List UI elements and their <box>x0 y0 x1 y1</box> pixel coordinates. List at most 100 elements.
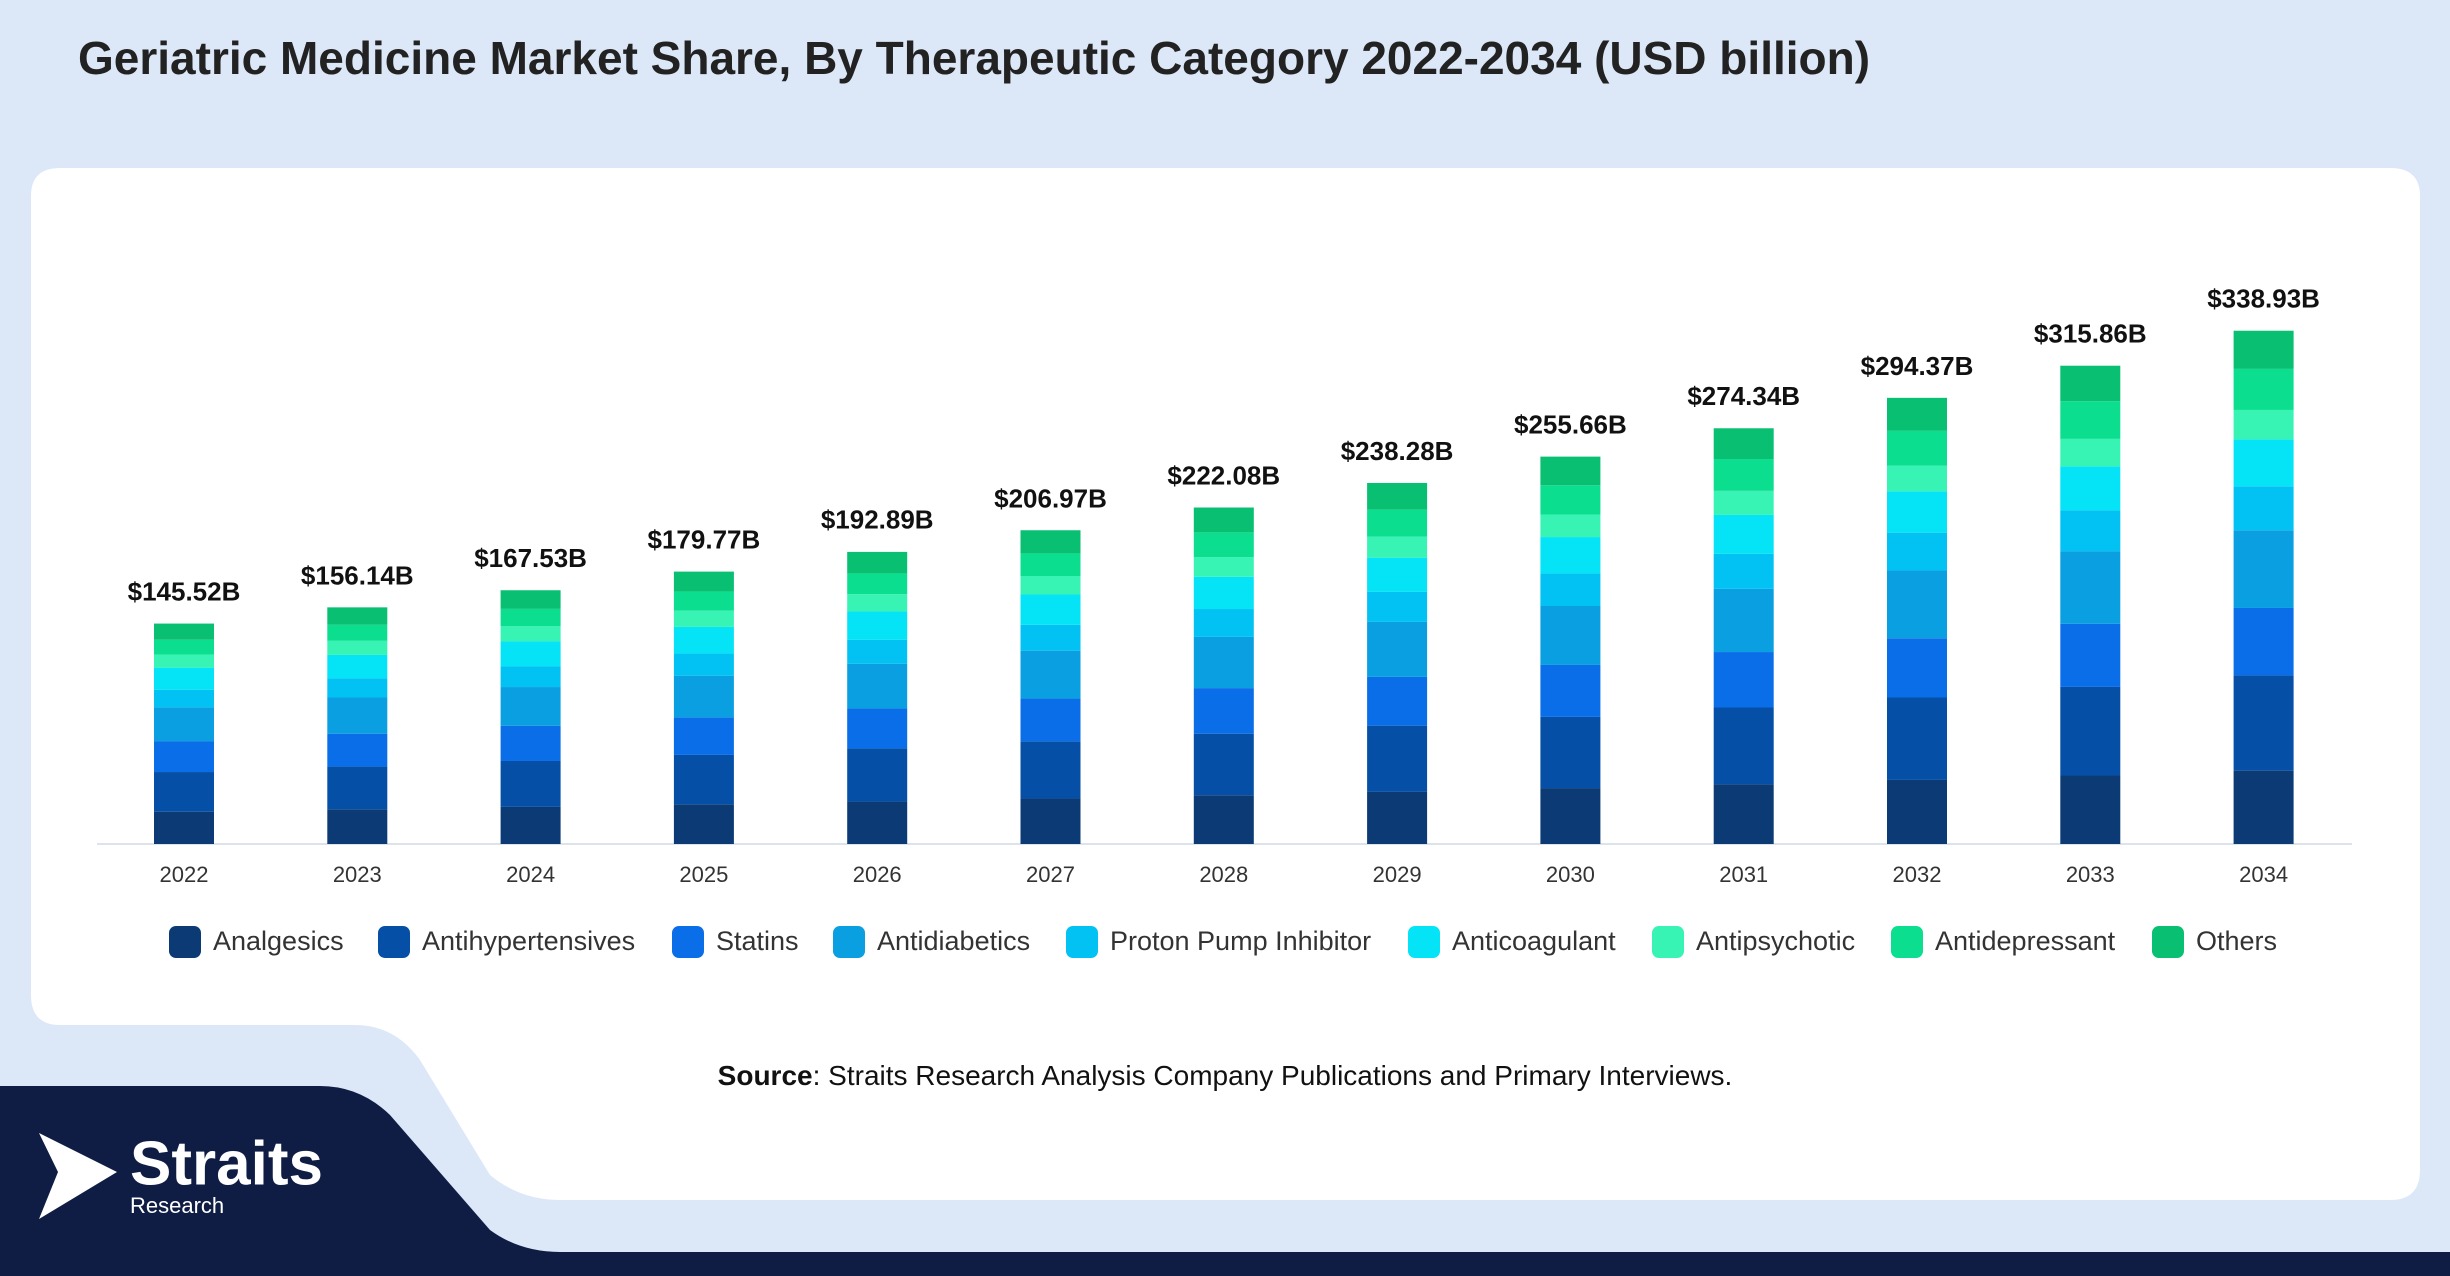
bar-segment <box>2060 466 2121 511</box>
bar-segment <box>2233 486 2294 531</box>
plot: $145.52B 2022 $156.14B 2023 $167.53B 2024 $179… <box>128 283 2320 958</box>
bar-segment <box>847 708 908 749</box>
bar-segment <box>1193 557 1254 577</box>
bar-segment <box>847 611 908 640</box>
bar-segment <box>1713 514 1774 554</box>
bar-segment <box>1713 707 1774 785</box>
bar-segment <box>500 687 561 726</box>
legend-label: Statins <box>716 926 799 956</box>
total-label: $338.93B <box>2207 283 2320 313</box>
bar-segment <box>1540 605 1601 665</box>
bar-segment <box>847 573 908 595</box>
total-label: $222.08B <box>1167 460 1280 490</box>
x-tick-label: 2022 <box>160 862 209 887</box>
legend-label: Antidiabetics <box>877 926 1030 956</box>
bar-segment <box>1367 536 1428 558</box>
bar-segment <box>327 678 388 698</box>
bar-segment <box>500 760 561 807</box>
footer-band <box>0 1086 2450 1276</box>
legend-label: Others <box>2196 926 2277 956</box>
bar-segment <box>2233 607 2294 676</box>
legend-swatch <box>833 926 865 958</box>
bar-segment <box>2060 401 2121 439</box>
total-label: $294.37B <box>1861 351 1974 381</box>
bar-segment <box>500 806 561 844</box>
bar-segment <box>2060 623 2121 687</box>
total-label: $179.77B <box>648 525 761 555</box>
bar-segment <box>1020 698 1081 742</box>
bar-segment <box>1367 509 1428 537</box>
logo-name: Straits <box>130 1129 323 1198</box>
bar-segment <box>2060 686 2121 776</box>
bar-segment <box>673 626 734 654</box>
bar-segment <box>1020 594 1081 625</box>
x-tick-label: 2034 <box>2239 862 2288 887</box>
bar-segment <box>1020 741 1081 799</box>
bar-segment <box>1193 576 1254 610</box>
bar-segment <box>673 571 734 592</box>
bar-segment <box>154 623 214 640</box>
bar-segment <box>1020 650 1081 699</box>
bar-segment <box>500 641 561 667</box>
bar-segment <box>1193 507 1254 533</box>
x-tick-label: 2026 <box>853 862 902 887</box>
bar-segment <box>154 741 214 773</box>
bar-segment <box>673 717 734 755</box>
bar-segment <box>847 801 908 844</box>
x-tick-label: 2025 <box>679 862 728 887</box>
bar-segment <box>1713 652 1774 708</box>
legend-label: Antipsychotic <box>1696 926 1855 956</box>
legend-swatch <box>169 926 201 958</box>
bar-segment <box>673 675 734 718</box>
bar-segment <box>673 754 734 805</box>
total-label: $156.14B <box>301 560 414 590</box>
total-label: $274.34B <box>1687 381 1800 411</box>
bar-segment <box>673 591 734 611</box>
bar-segment <box>2233 770 2294 844</box>
legend-swatch <box>1652 926 1684 958</box>
bar-segment <box>1713 553 1774 589</box>
bar-segment <box>1887 532 1947 571</box>
bar-segment <box>673 653 734 676</box>
x-tick-label: 2031 <box>1719 862 1768 887</box>
total-label: $206.97B <box>994 483 1107 513</box>
bar-segment <box>2233 330 2294 369</box>
bar-segment <box>2060 775 2121 844</box>
bar-segment <box>1020 575 1081 595</box>
bar-segment <box>500 666 561 688</box>
bar-segment <box>154 811 214 844</box>
bar-segment <box>500 608 561 627</box>
bar-segment <box>2233 439 2294 487</box>
bar-segment <box>2060 438 2121 467</box>
x-tick-label: 2030 <box>1546 862 1595 887</box>
bar-segment <box>1713 428 1774 460</box>
legend-label: Proton Pump Inhibitor <box>1110 926 1371 956</box>
bar-segment <box>154 772 214 812</box>
bar-segment <box>1367 482 1428 510</box>
bar-segment <box>1193 733 1254 796</box>
bar-segment <box>1713 784 1774 844</box>
bar-segment <box>1887 697 1947 780</box>
bar-segment <box>327 640 388 655</box>
bar-segment <box>500 626 561 642</box>
bar-segment <box>1713 459 1774 491</box>
legend-label: Analgesics <box>213 926 344 956</box>
bar-segment <box>1540 537 1601 574</box>
bar-segment <box>1887 570 1947 639</box>
bar-segment <box>154 707 214 742</box>
legend-swatch <box>2152 926 2184 958</box>
bar-segment <box>500 590 561 609</box>
legend-swatch <box>1408 926 1440 958</box>
bar-segment <box>327 624 388 641</box>
legend-swatch <box>378 926 410 958</box>
bar-segment <box>847 551 908 574</box>
total-label: $145.52B <box>128 576 241 606</box>
total-label: $192.89B <box>821 505 934 535</box>
x-tick-label: 2033 <box>2066 862 2115 887</box>
bar-segment <box>2233 409 2294 440</box>
bar-segment <box>2233 368 2294 410</box>
bar-segment <box>2060 551 2121 624</box>
legend-swatch <box>1066 926 1098 958</box>
source-label: Source <box>718 1060 813 1091</box>
bar-segment <box>847 594 908 612</box>
